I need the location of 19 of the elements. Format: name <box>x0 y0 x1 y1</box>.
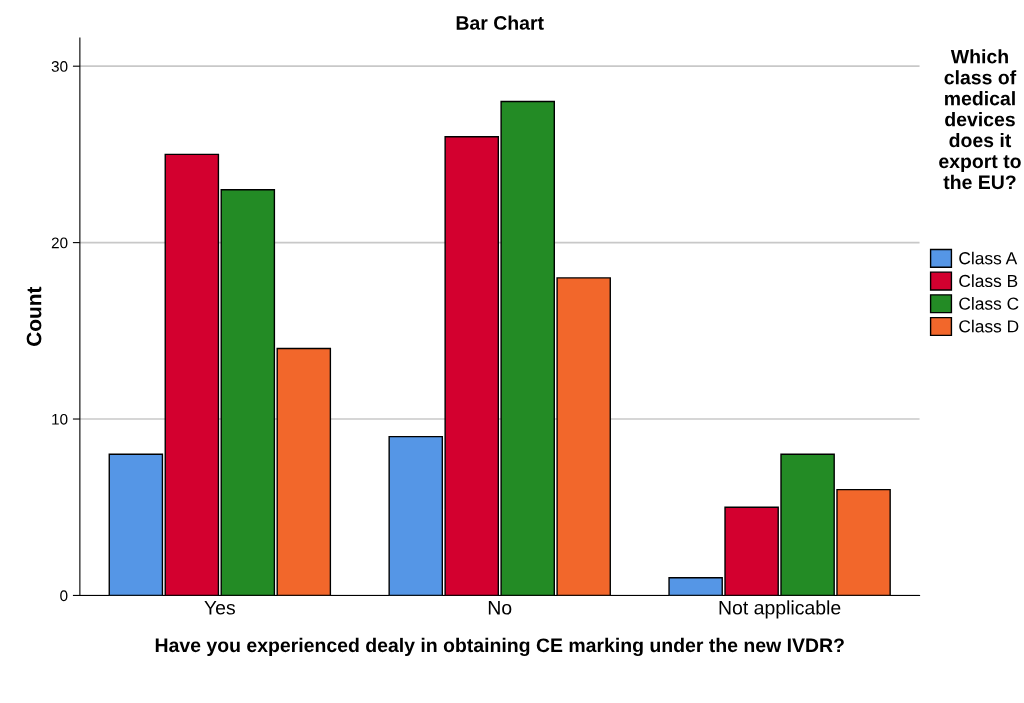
x-tick-label: Not applicable <box>719 600 841 619</box>
legend-label: Class C <box>959 297 1019 310</box>
legend-title: Which class of medical devices does it export to the EU? <box>939 49 1021 190</box>
chart-title: Bar Chart <box>456 15 544 30</box>
y-tick-label: 10 <box>52 413 68 425</box>
legend-label: Class D <box>959 319 1019 333</box>
y-axis-title: Count <box>26 286 42 346</box>
x-tick-label: No <box>488 601 512 615</box>
x-axis-title: Have you experienced dealy in obtaining CE marking under the new IVDR? <box>155 637 844 657</box>
x-tick-label: Yes <box>204 601 235 615</box>
bar <box>108 453 164 596</box>
legend-label: Class A <box>959 251 1018 265</box>
y-tick-label: 20 <box>51 237 68 249</box>
y-tick-label: 0 <box>60 590 68 602</box>
bar <box>164 153 220 596</box>
bar <box>276 347 332 596</box>
y-tick-label: 30 <box>51 61 68 72</box>
bar <box>220 188 276 596</box>
legend-label: Class B <box>959 274 1018 288</box>
